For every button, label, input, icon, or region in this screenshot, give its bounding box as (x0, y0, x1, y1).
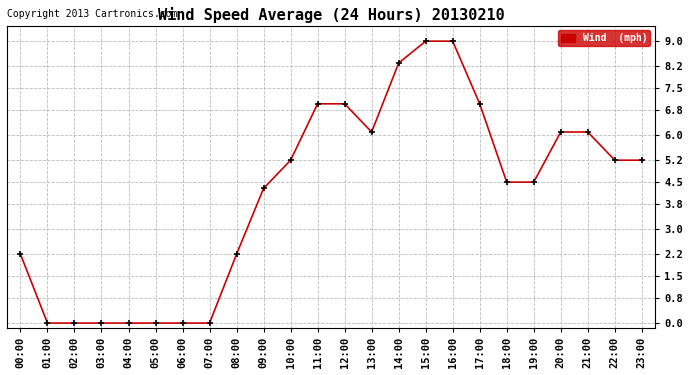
Title: Wind Speed Average (24 Hours) 20130210: Wind Speed Average (24 Hours) 20130210 (158, 7, 504, 23)
Legend: Wind  (mph): Wind (mph) (558, 30, 651, 46)
Text: Copyright 2013 Cartronics.com: Copyright 2013 Cartronics.com (7, 9, 177, 20)
